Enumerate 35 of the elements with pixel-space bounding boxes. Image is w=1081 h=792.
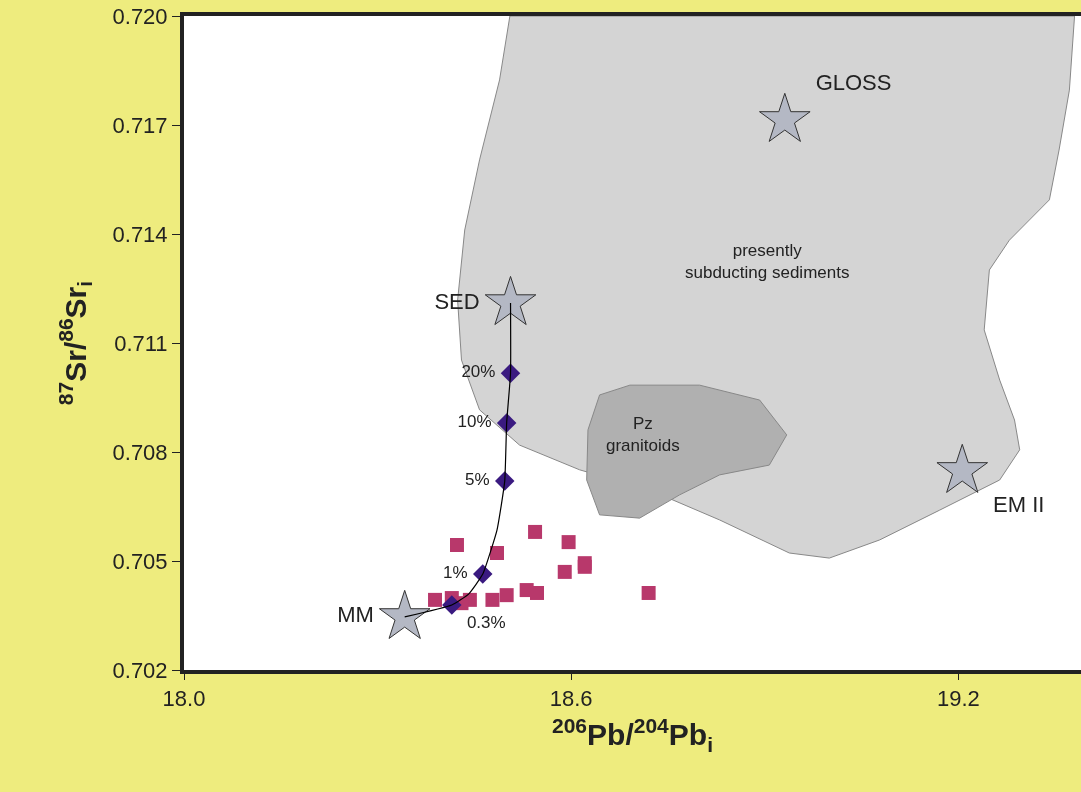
point <box>484 275 537 326</box>
point <box>489 546 504 561</box>
series-label: SED <box>428 288 486 314</box>
series-label: 20% <box>456 362 501 382</box>
point <box>473 564 493 584</box>
point <box>759 92 811 142</box>
point <box>557 564 572 579</box>
series-label: 1% <box>438 563 473 583</box>
y-tick-label: 0.717 <box>112 112 168 138</box>
annotation: Pz granitoids <box>606 414 680 456</box>
point <box>561 535 576 550</box>
point <box>428 592 443 607</box>
point <box>485 592 500 607</box>
x-tick-label: 18.6 <box>549 686 593 712</box>
point <box>641 585 656 600</box>
y-tick-label: 0.720 <box>112 3 168 29</box>
x-tick-label: 18.0 <box>162 686 206 712</box>
series-label: GLOSS <box>809 69 898 95</box>
y-tick-label: 0.714 <box>112 221 168 247</box>
x-axis-title: $^{206}$Pb/$^{204}$Pb$_{i}$ <box>552 713 713 756</box>
x-tick-label: 19.2 <box>936 686 980 712</box>
y-tick-label: 0.705 <box>112 548 168 574</box>
y-tick-label: 0.708 <box>112 439 168 465</box>
point <box>529 585 544 600</box>
point <box>449 538 464 553</box>
series-label: 0.3% <box>462 613 511 633</box>
y-tick-label: 0.711 <box>114 330 168 356</box>
series-label: 5% <box>460 470 495 490</box>
annotation: presently subducting sediments <box>685 241 850 283</box>
series-label: EM II <box>987 492 1051 518</box>
series-label: 10% <box>452 412 497 432</box>
point <box>528 524 543 539</box>
y-tick-label: 0.702 <box>112 657 168 683</box>
series-label: MM <box>331 602 380 628</box>
point <box>499 588 514 603</box>
